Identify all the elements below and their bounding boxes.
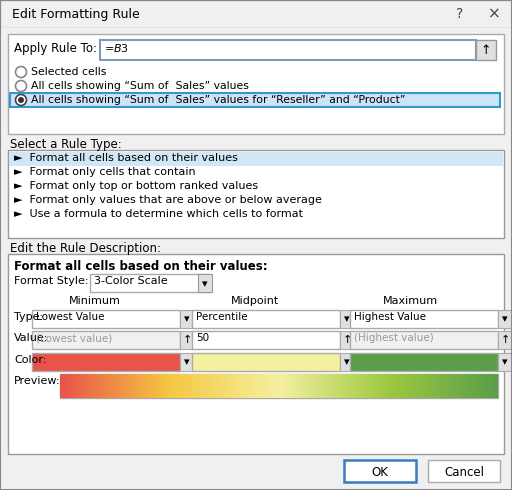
Bar — [32, 310, 180, 328]
Bar — [192, 331, 340, 349]
Text: ▾: ▾ — [502, 357, 508, 367]
Text: ×: × — [488, 7, 501, 22]
Text: Value:: Value: — [14, 333, 48, 343]
Bar — [498, 353, 512, 371]
Text: Selected cells: Selected cells — [31, 67, 106, 77]
Text: ▾: ▾ — [202, 279, 208, 289]
Bar — [198, 274, 212, 292]
Text: Cancel: Cancel — [444, 466, 484, 479]
Bar — [340, 331, 354, 349]
Text: ►  Format only values that are above or below average: ► Format only values that are above or b… — [14, 195, 322, 205]
Text: Format all cells based on their values:: Format all cells based on their values: — [14, 260, 268, 273]
Text: ▾: ▾ — [502, 314, 508, 324]
Text: Percentile: Percentile — [196, 312, 248, 322]
Text: (Lowest value): (Lowest value) — [36, 333, 112, 343]
Bar — [90, 274, 210, 292]
Bar — [32, 353, 180, 371]
Bar — [9, 152, 503, 166]
Text: 3-Color Scale: 3-Color Scale — [94, 276, 167, 286]
Text: =$B$3: =$B$3 — [104, 42, 129, 54]
Bar — [60, 374, 498, 398]
Text: ▾: ▾ — [344, 357, 350, 367]
Text: Format Style:: Format Style: — [14, 276, 89, 286]
Text: Select a Rule Type:: Select a Rule Type: — [10, 138, 122, 151]
Text: Edit the Rule Description:: Edit the Rule Description: — [10, 242, 161, 255]
Text: ▾: ▾ — [184, 357, 190, 367]
Text: Maximum: Maximum — [382, 296, 438, 306]
Bar — [180, 310, 194, 328]
Bar — [350, 310, 498, 328]
Bar — [498, 331, 512, 349]
Text: OK: OK — [372, 466, 389, 479]
Text: ►  Use a formula to determine which cells to format: ► Use a formula to determine which cells… — [14, 209, 303, 219]
Bar — [476, 40, 496, 60]
Bar — [180, 331, 194, 349]
Bar — [340, 353, 354, 371]
Circle shape — [18, 97, 24, 103]
Text: ?: ? — [456, 7, 463, 21]
Bar — [0, 0, 512, 28]
Bar — [350, 353, 498, 371]
Bar — [498, 310, 512, 328]
Bar — [428, 460, 500, 482]
Text: ►  Format only top or bottom ranked values: ► Format only top or bottom ranked value… — [14, 181, 258, 191]
Text: Apply Rule To:: Apply Rule To: — [14, 42, 97, 55]
Bar — [8, 254, 504, 454]
Bar — [350, 331, 498, 349]
Text: Highest Value: Highest Value — [354, 312, 426, 322]
Text: All cells showing “Sum of  Sales” values for “Reseller” and “Product”: All cells showing “Sum of Sales” values … — [31, 95, 406, 105]
Text: ↑: ↑ — [182, 335, 191, 345]
Text: ▾: ▾ — [344, 314, 350, 324]
Bar — [192, 353, 340, 371]
Text: (Highest value): (Highest value) — [354, 333, 434, 343]
Text: ►  Format only cells that contain: ► Format only cells that contain — [14, 167, 196, 177]
Text: ►  Format all cells based on their values: ► Format all cells based on their values — [14, 153, 238, 163]
Bar — [32, 331, 180, 349]
Circle shape — [15, 80, 27, 92]
Bar — [340, 310, 354, 328]
Text: ↑: ↑ — [481, 45, 491, 57]
Text: ↑: ↑ — [500, 335, 509, 345]
Text: Minimum: Minimum — [69, 296, 121, 306]
Text: Color:: Color: — [14, 355, 47, 365]
Bar — [8, 150, 504, 238]
Text: All cells showing “Sum of  Sales” values: All cells showing “Sum of Sales” values — [31, 81, 249, 91]
Text: Lowest Value: Lowest Value — [36, 312, 104, 322]
Text: Type:: Type: — [14, 312, 43, 322]
Bar — [8, 34, 504, 134]
Text: Preview:: Preview: — [14, 376, 60, 386]
Bar — [10, 93, 500, 107]
Text: Edit Formatting Rule: Edit Formatting Rule — [12, 8, 140, 21]
Circle shape — [15, 95, 27, 105]
Bar — [180, 353, 194, 371]
Text: Midpoint: Midpoint — [231, 296, 279, 306]
Bar — [100, 40, 476, 60]
Bar — [192, 310, 340, 328]
Bar — [344, 460, 416, 482]
Circle shape — [15, 67, 27, 77]
Text: 50: 50 — [196, 333, 209, 343]
Text: ▾: ▾ — [184, 314, 190, 324]
Text: ↑: ↑ — [343, 335, 352, 345]
